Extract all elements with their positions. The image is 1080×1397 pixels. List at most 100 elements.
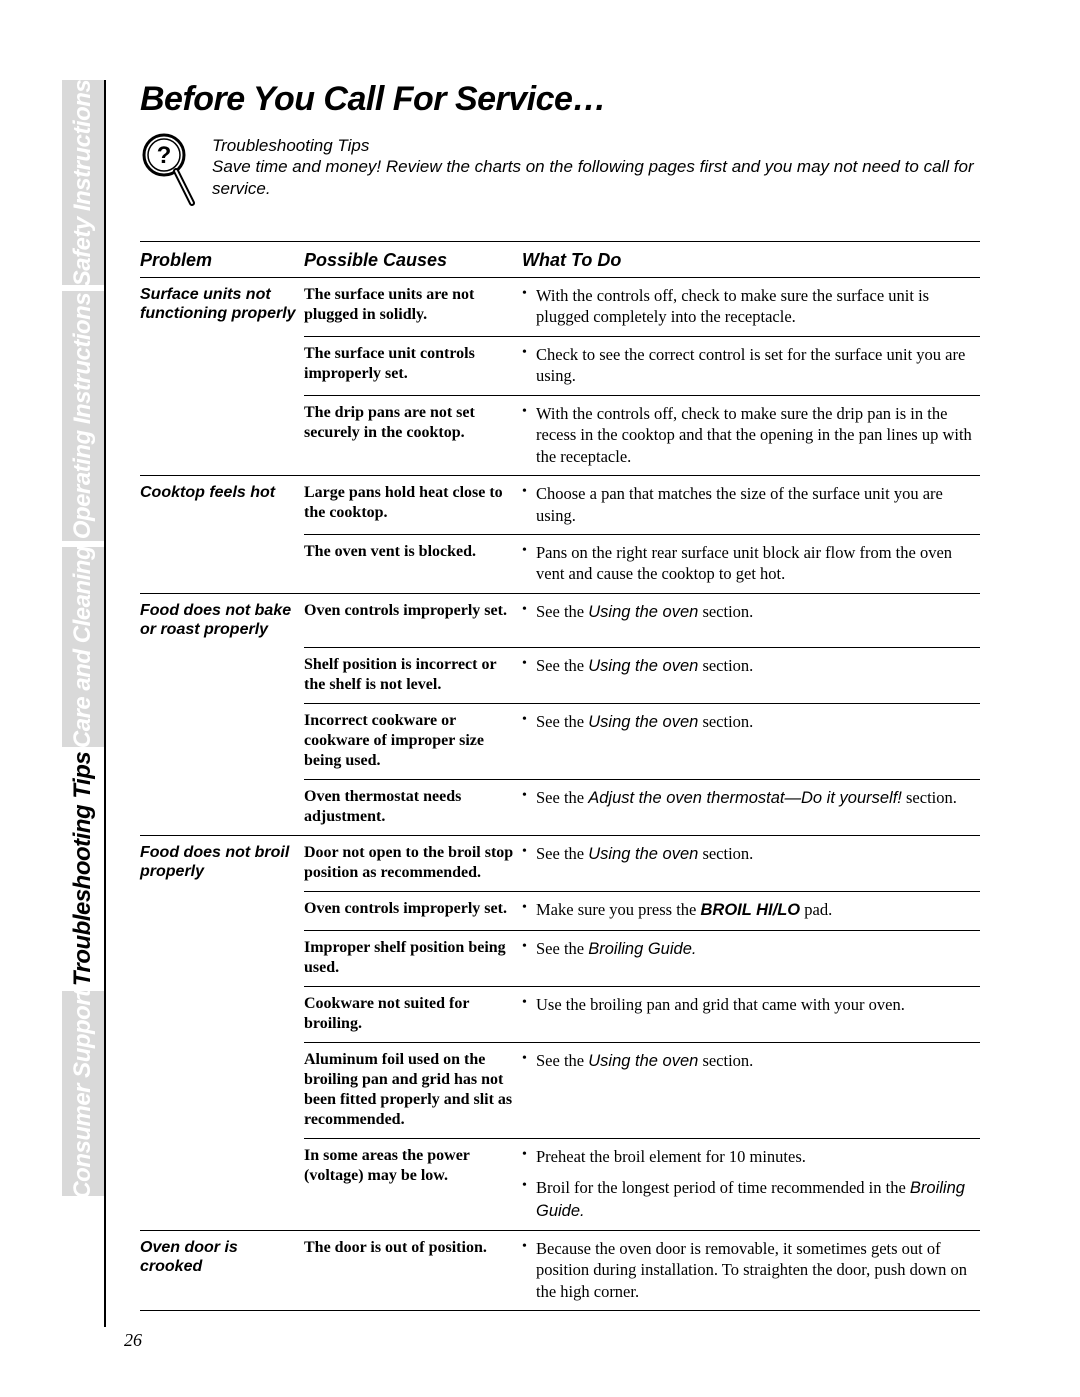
header-action: What To Do (522, 250, 980, 271)
table-row: The drip pans are not set securely in th… (140, 396, 980, 475)
action-text: Use the broiling pan and grid that came … (536, 994, 980, 1015)
action-item: •Make sure you press the BROIL HI/LO pad… (522, 899, 980, 921)
cause-cell: Door not open to the broil stop position… (304, 843, 522, 883)
action-cell: •Choose a pan that matches the size of t… (522, 483, 980, 526)
action-text: See the Using the oven section. (536, 655, 980, 677)
table-body: Surface units not functioning properlyTh… (140, 278, 980, 1311)
intro-body: Save time and money! Review the charts o… (212, 156, 980, 199)
cause-text: Large pans hold heat close to the cookto… (304, 483, 514, 523)
svg-text:?: ? (157, 142, 172, 169)
table-row: Oven door is crookedThe door is out of p… (140, 1231, 980, 1310)
cause-cell: The oven vent is blocked. (304, 542, 522, 562)
header-cause: Possible Causes (304, 250, 522, 271)
table-row: Cookware not suited for broiling. •Use th… (140, 987, 980, 1042)
cause-text: Shelf position is incorrect or the shelf… (304, 655, 514, 695)
table-row: Oven controls improperly set. •Make sure … (140, 892, 980, 929)
bullet-icon: • (522, 899, 536, 917)
section-tab[interactable]: Troubleshooting Tips (62, 753, 104, 985)
action-cell: •See the Using the oven section. (522, 1050, 980, 1072)
bullet-icon: • (522, 601, 536, 619)
cause-text: The surface units are not plugged in sol… (304, 285, 514, 325)
table-row: The oven vent is blocked. •Pans on the ri… (140, 535, 980, 593)
cause-cell: The drip pans are not set securely in th… (304, 403, 522, 443)
bullet-icon: • (522, 344, 536, 362)
section-tab-label: Consumer Support (69, 989, 97, 1198)
table-row: The surface unit controls improperly set… (140, 337, 980, 395)
action-item: •See the Using the oven section. (522, 843, 980, 865)
cause-cell: Oven controls improperly set. (304, 899, 522, 919)
section-tab[interactable]: Care and Cleaning (62, 547, 104, 747)
problem-cell: Cooktop feels hot (140, 483, 304, 502)
bullet-icon: • (522, 787, 536, 805)
action-text: See the Broiling Guide. (536, 938, 980, 960)
problem-label: Surface units not functioning properly (140, 285, 296, 323)
intro-block: ? Troubleshooting Tips Save time and mon… (140, 131, 980, 211)
table-row: Oven thermostat needs adjustment.•See th… (140, 780, 980, 835)
cause-cell: Cookware not suited for broiling. (304, 994, 522, 1034)
page-title: Before You Call For Service… (140, 80, 980, 119)
action-text: Because the oven door is removable, it s… (536, 1238, 980, 1302)
action-text: With the controls off, check to make sur… (536, 403, 980, 467)
header-problem: Problem (140, 250, 304, 271)
action-item: •Broil for the longest period of time re… (522, 1177, 980, 1222)
cause-text: Cookware not suited for broiling. (304, 994, 514, 1034)
cause-text: Incorrect cookware or cookware of improp… (304, 711, 514, 771)
bullet-icon: • (522, 655, 536, 673)
table-row: Incorrect cookware or cookware of improp… (140, 704, 980, 779)
table-row: Aluminum foil used on the broiling pan a… (140, 1043, 980, 1138)
bullet-icon: • (522, 711, 536, 729)
action-item: •With the controls off, check to make su… (522, 285, 980, 328)
magnifier-icon: ? (140, 131, 196, 211)
bullet-icon: • (522, 994, 536, 1012)
tab-divider-rule (104, 80, 106, 1327)
problem-cell: Surface units not functioning properly (140, 285, 304, 323)
problem-group: Food does not broil properlyDoor not ope… (140, 836, 980, 1231)
table-row: Improper shelf position being used.•See … (140, 931, 980, 986)
cause-cell: Oven thermostat needs adjustment. (304, 787, 522, 827)
section-tab[interactable]: Operating Instructions (62, 291, 104, 541)
cause-cell: Aluminum foil used on the broiling pan a… (304, 1050, 522, 1130)
table-row: In some areas the power (voltage) may be… (140, 1139, 980, 1230)
action-cell: •Pans on the right rear surface unit blo… (522, 542, 980, 585)
cause-cell: The surface unit controls improperly set… (304, 344, 522, 384)
problem-label: Food does not broil properly (140, 843, 296, 881)
problem-label: Oven door is crooked (140, 1238, 296, 1276)
section-tab[interactable]: Consumer Support (62, 991, 104, 1196)
action-cell: •See the Using the oven section. (522, 601, 980, 623)
action-item: •Choose a pan that matches the size of t… (522, 483, 980, 526)
action-item: •See the Using the oven section. (522, 601, 980, 623)
cause-text: Oven controls improperly set. (304, 899, 514, 919)
problem-cell: Food does not broil properly (140, 843, 304, 881)
problem-group: Food does not bake or roast properly Oven… (140, 594, 980, 836)
action-text: Check to see the correct control is set … (536, 344, 980, 387)
action-cell: •With the controls off, check to make su… (522, 403, 980, 467)
action-cell: •See the Adjust the oven thermostat—Do i… (522, 787, 980, 809)
problem-label: Cooktop feels hot (140, 483, 296, 502)
troubleshooting-table: Problem Possible Causes What To Do Surfa… (140, 241, 980, 1311)
section-tabs: Safety Instructions Operating Instruction… (62, 80, 104, 1327)
table-row: Food does not broil properlyDoor not ope… (140, 836, 980, 891)
action-text: Broil for the longest period of time rec… (536, 1177, 980, 1222)
action-text: Choose a pan that matches the size of th… (536, 483, 980, 526)
intro-heading: Troubleshooting Tips (212, 135, 980, 156)
action-item: •See the Adjust the oven thermostat—Do i… (522, 787, 980, 809)
problem-group: Cooktop feels hot Large pans hold heat cl… (140, 476, 980, 594)
action-text: Make sure you press the BROIL HI/LO pad. (536, 899, 980, 921)
cause-text: Aluminum foil used on the broiling pan a… (304, 1050, 514, 1130)
table-row: Cooktop feels hot Large pans hold heat cl… (140, 476, 980, 534)
action-text: See the Using the oven section. (536, 1050, 980, 1072)
action-item: •See the Using the oven section. (522, 655, 980, 677)
cause-text: The oven vent is blocked. (304, 542, 514, 562)
intro-text: Troubleshooting Tips Save time and money… (212, 131, 980, 199)
action-item: •See the Broiling Guide. (522, 938, 980, 960)
section-tab[interactable]: Safety Instructions (62, 80, 104, 285)
bullet-icon: • (522, 285, 536, 303)
bullet-icon: • (522, 542, 536, 560)
action-text: Preheat the broil element for 10 minutes… (536, 1146, 980, 1167)
problem-label: Food does not bake or roast properly (140, 601, 296, 639)
table-header: Problem Possible Causes What To Do (140, 242, 980, 278)
action-text: See the Adjust the oven thermostat—Do it… (536, 787, 980, 809)
action-item: •Pans on the right rear surface unit blo… (522, 542, 980, 585)
action-text: See the Using the oven section. (536, 711, 980, 733)
action-cell: •See the Using the oven section. (522, 655, 980, 677)
